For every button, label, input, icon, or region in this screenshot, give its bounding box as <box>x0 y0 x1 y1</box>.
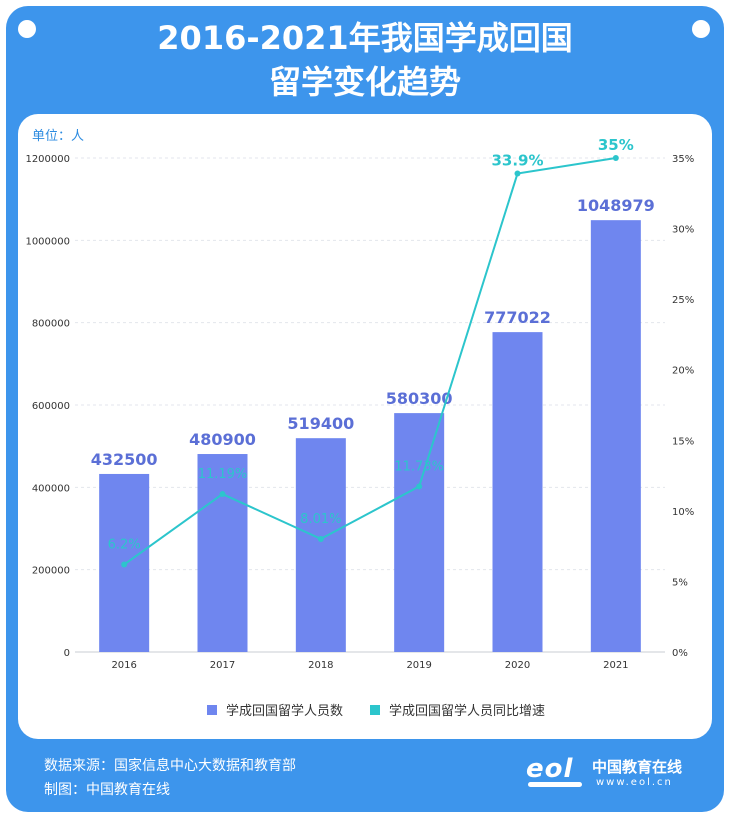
unit-label: 单位：人 <box>32 129 84 144</box>
bar-value-label: 480900 <box>189 430 256 449</box>
growth-rate-point <box>219 491 226 498</box>
growth-rate-point <box>612 155 619 161</box>
logo-swoosh <box>528 782 582 787</box>
y-left-tick-label: 0 <box>64 648 70 659</box>
title-line-2: 留学变化趋势 <box>268 63 461 101</box>
y-left-tick-label: 800000 <box>32 319 70 330</box>
bar-value-label: 519400 <box>287 414 354 433</box>
bar <box>590 220 641 652</box>
line-value-label: 35% <box>598 136 634 154</box>
eol-logo: eol 中国教育在线 www.eol.cn <box>526 752 706 796</box>
y-left-tick-label: 200000 <box>32 566 70 577</box>
bar <box>197 454 248 652</box>
y-right-tick-label: 20% <box>672 366 694 377</box>
x-tick-label: 2017 <box>210 660 235 671</box>
y-right-tick-label: 10% <box>672 507 694 518</box>
credit-note: 制图：中国教育在线 <box>44 782 170 798</box>
logo-mark-text: eol <box>526 754 574 784</box>
y-right-tick-label: 5% <box>672 577 688 588</box>
growth-rate-point <box>317 535 324 542</box>
x-tick-label: 2020 <box>505 660 530 671</box>
line-value-label: 11.73% <box>394 459 444 474</box>
y-right-tick-label: 25% <box>672 295 694 306</box>
y-right-tick-label: 0% <box>672 648 688 659</box>
line-value-label: 8.01% <box>300 512 341 527</box>
x-tick-label: 2018 <box>308 660 333 671</box>
bar-value-label: 580300 <box>386 389 453 408</box>
y-left-tick-label: 400000 <box>32 483 70 494</box>
y-left-tick-label: 1200000 <box>25 154 70 165</box>
bar <box>492 332 543 652</box>
legend-label-bar: 学成回国留学人员数 <box>226 703 343 719</box>
line-value-label: 33.9% <box>491 152 543 170</box>
x-tick-label: 2016 <box>111 660 136 671</box>
legend-swatch-bar <box>207 705 217 715</box>
y-right-tick-label: 35% <box>672 154 694 165</box>
growth-rate-point <box>121 561 128 568</box>
line-value-label: 11.19% <box>198 467 248 482</box>
title-line-1: 2016-2021年我国学成回国 <box>157 19 573 57</box>
y-right-tick-label: 30% <box>672 225 694 236</box>
y-left-tick-label: 600000 <box>32 401 70 412</box>
logo-name: 中国教育在线 <box>592 758 683 776</box>
bar <box>394 413 445 652</box>
logo-url: www.eol.cn <box>596 777 673 788</box>
x-tick-label: 2021 <box>603 660 628 671</box>
bar <box>295 438 346 652</box>
y-left-tick-label: 1000000 <box>25 236 70 247</box>
corner-dot <box>692 20 710 38</box>
bar-value-label: 432500 <box>91 450 158 469</box>
growth-rate-point <box>416 483 423 490</box>
growth-rate-line <box>123 157 616 566</box>
source-note: 数据来源：国家信息中心大数据和教育部 <box>44 758 296 774</box>
legend-swatch-line <box>370 705 380 715</box>
x-tick-label: 2019 <box>406 660 431 671</box>
bar-value-label: 777022 <box>484 308 551 327</box>
growth-rate-point <box>514 170 521 177</box>
legend-label-line: 学成回国留学人员同比增速 <box>389 703 545 719</box>
line-value-label: 6.2% <box>108 537 141 552</box>
chart-title: 2016-2021年我国学成回国 留学变化趋势 <box>60 16 670 104</box>
y-right-tick-label: 15% <box>672 436 694 447</box>
bar-value-label: 1048979 <box>577 196 655 215</box>
corner-dot <box>18 20 36 38</box>
